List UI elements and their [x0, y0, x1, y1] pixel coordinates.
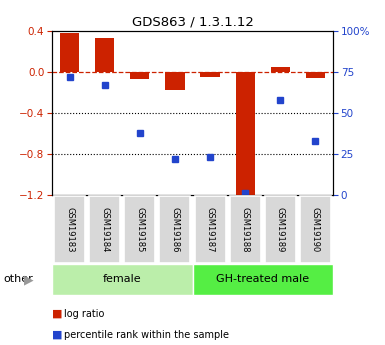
- FancyBboxPatch shape: [54, 196, 85, 263]
- Text: other: other: [4, 275, 33, 284]
- FancyBboxPatch shape: [300, 196, 331, 263]
- FancyBboxPatch shape: [52, 264, 192, 295]
- FancyBboxPatch shape: [194, 196, 226, 263]
- FancyBboxPatch shape: [192, 264, 333, 295]
- Bar: [60, 33, 79, 72]
- Text: GSM19185: GSM19185: [135, 207, 144, 252]
- Text: percentile rank within the sample: percentile rank within the sample: [64, 330, 229, 339]
- FancyBboxPatch shape: [89, 196, 120, 263]
- Text: GSM19190: GSM19190: [311, 207, 320, 252]
- Text: ■: ■: [52, 309, 62, 319]
- Text: female: female: [103, 275, 142, 284]
- Text: GSM19189: GSM19189: [276, 207, 285, 252]
- FancyBboxPatch shape: [159, 196, 191, 263]
- FancyBboxPatch shape: [265, 196, 296, 263]
- FancyBboxPatch shape: [230, 196, 261, 263]
- Text: GSM19187: GSM19187: [206, 207, 214, 252]
- Bar: [165, 72, 184, 90]
- Text: GSM19188: GSM19188: [241, 207, 250, 252]
- Text: GDS863 / 1.3.1.12: GDS863 / 1.3.1.12: [132, 16, 253, 29]
- Bar: [271, 67, 290, 72]
- Bar: [236, 72, 255, 200]
- Text: log ratio: log ratio: [64, 309, 104, 319]
- Text: GSM19186: GSM19186: [171, 207, 179, 252]
- Text: ■: ■: [52, 330, 62, 339]
- Text: ▶: ▶: [25, 273, 34, 286]
- Bar: [130, 72, 149, 79]
- Text: GH-treated male: GH-treated male: [216, 275, 309, 284]
- Bar: [306, 72, 325, 78]
- Bar: [95, 38, 114, 72]
- FancyBboxPatch shape: [124, 196, 155, 263]
- Text: GSM19184: GSM19184: [100, 207, 109, 252]
- Bar: [201, 72, 220, 77]
- Text: GSM19183: GSM19183: [65, 207, 74, 252]
